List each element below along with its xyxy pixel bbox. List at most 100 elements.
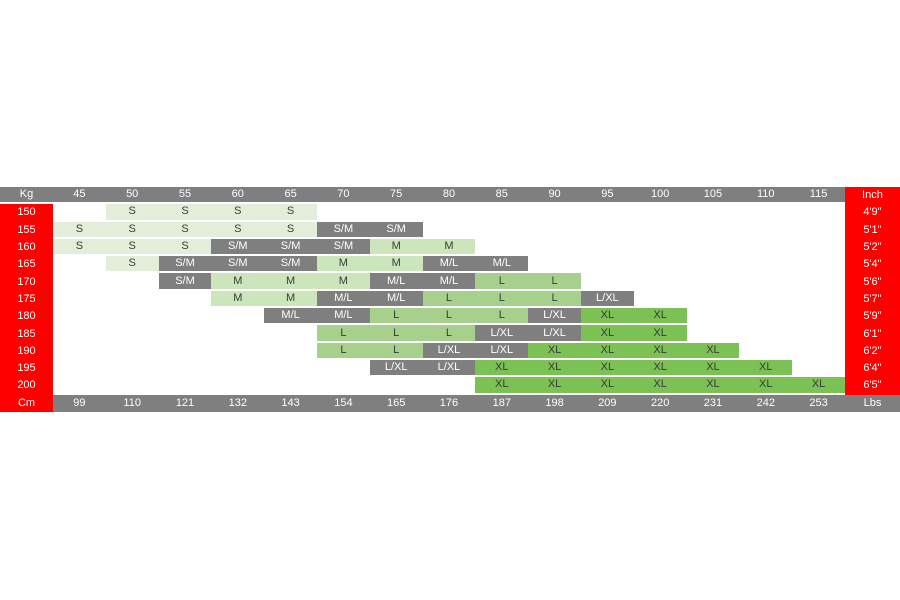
empty-cell: [475, 204, 529, 222]
footer-row: Cm 99 110 121 132 143 154 165 176 187 198 209 220 231…: [0, 394, 900, 412]
size-cell: L/XL: [475, 342, 529, 360]
header-weight-kg-55: 55: [158, 187, 212, 205]
empty-cell: [53, 256, 106, 274]
body-row-185: 185 L L L L/XL L/XL XL XL 6'1": [0, 325, 900, 343]
header-inch-label: Inch: [844, 187, 900, 205]
footer-weight-lbs-198: 198: [528, 394, 581, 412]
empty-cell: [211, 359, 265, 378]
size-cell: XL: [580, 359, 634, 378]
empty-cell: [686, 238, 740, 257]
empty-cell: [264, 342, 317, 360]
body-row-155: 155 S S S S S S/M S/M 5'1": [0, 221, 900, 239]
empty-cell: [158, 377, 212, 395]
empty-cell: [105, 290, 159, 309]
footer-lbs-label: Lbs: [844, 394, 900, 412]
size-cell: S/M: [369, 221, 423, 239]
empty-cell: [158, 359, 212, 378]
empty-cell: [633, 256, 687, 274]
header-weight-kg-95: 95: [580, 187, 634, 205]
row-header-inch: 5'7": [844, 290, 900, 309]
empty-cell: [105, 359, 159, 378]
header-weight-kg-50: 50: [105, 187, 159, 205]
size-cell: M/L: [369, 290, 423, 309]
row-header-kg-175: 175: [0, 290, 53, 309]
size-cell: XL: [633, 359, 687, 378]
header-weight-kg-90: 90: [528, 187, 581, 205]
size-cell: XL: [528, 342, 581, 360]
footer-weight-lbs-110: 110: [105, 394, 159, 412]
empty-cell: [739, 342, 793, 360]
size-cell: M: [264, 290, 317, 309]
row-header-inch: 6'2": [844, 342, 900, 360]
empty-cell: [528, 238, 581, 257]
row-header-kg-155: 155: [0, 221, 53, 239]
row-header-inch: 6'1": [844, 325, 900, 343]
empty-cell: [739, 204, 793, 222]
header-weight-kg-105: 105: [686, 187, 740, 205]
size-cell: XL: [686, 342, 740, 360]
size-cell: S/M: [316, 221, 370, 239]
empty-cell: [316, 359, 370, 378]
row-header-kg-160: 160: [0, 238, 53, 257]
empty-cell: [422, 204, 476, 222]
empty-cell: [633, 273, 687, 291]
empty-cell: [369, 377, 423, 395]
empty-cell: [580, 256, 634, 274]
size-cell: S/M: [158, 273, 212, 291]
size-cell: S: [105, 221, 159, 239]
header-weight-kg-80: 80: [422, 187, 476, 205]
size-cell: S: [105, 256, 159, 274]
size-cell: L: [316, 342, 370, 360]
row-header-inch: 5'6": [844, 273, 900, 291]
body-row-170: 170 S/M M M M M/L M/L L L 5'6": [0, 273, 900, 291]
footer-weight-lbs-187: 187: [475, 394, 529, 412]
row-header-inch: 5'9": [844, 308, 900, 326]
size-cell: M/L: [422, 273, 476, 291]
row-header-kg-195: 195: [0, 359, 53, 378]
size-cell: L: [475, 308, 529, 326]
size-cell: XL: [739, 359, 793, 378]
empty-cell: [739, 273, 793, 291]
row-header-inch: 4'9": [844, 204, 900, 222]
size-cell: S: [211, 221, 265, 239]
empty-cell: [792, 325, 845, 343]
size-cell: L/XL: [580, 290, 634, 309]
size-cell: M/L: [369, 273, 423, 291]
size-cell: M: [211, 273, 265, 291]
body-row-180: 180 M/L M/L L L L L/XL XL XL 5'9": [0, 308, 900, 326]
empty-cell: [264, 325, 317, 343]
size-cell: S: [105, 238, 159, 257]
body-row-195: 195 L/XL L/XL XL XL XL XL XL XL 6'4": [0, 359, 900, 378]
size-cell: S: [211, 204, 265, 222]
empty-cell: [739, 238, 793, 257]
row-header-kg-200: 200: [0, 377, 53, 395]
body-row-150: 150 S S S S 4'9": [0, 204, 900, 222]
row-header-kg-170: 170: [0, 273, 53, 291]
size-cell: L/XL: [369, 359, 423, 378]
footer-weight-lbs-165: 165: [369, 394, 423, 412]
size-cell: XL: [475, 359, 529, 378]
empty-cell: [792, 238, 845, 257]
size-cell: S/M: [211, 256, 265, 274]
footer-weight-lbs-99: 99: [53, 394, 106, 412]
header-kg-label: Kg: [0, 187, 53, 205]
row-header-inch: 6'5": [844, 377, 900, 395]
empty-cell: [105, 273, 159, 291]
body-row-175: 175 M M M/L M/L L L L L/XL 5'7": [0, 290, 900, 309]
size-cell: XL: [633, 308, 687, 326]
row-header-kg-150: 150: [0, 204, 53, 222]
row-header-inch: 5'2": [844, 238, 900, 257]
empty-cell: [53, 290, 106, 309]
size-cell: L/XL: [528, 308, 581, 326]
size-cell: M: [211, 290, 265, 309]
empty-cell: [686, 290, 740, 309]
size-cell: XL: [633, 325, 687, 343]
size-cell: L: [369, 342, 423, 360]
size-cell: M/L: [316, 308, 370, 326]
empty-cell: [105, 325, 159, 343]
size-cell: L: [528, 290, 581, 309]
size-cell: XL: [475, 377, 529, 395]
empty-cell: [53, 359, 106, 378]
size-cell: M: [369, 256, 423, 274]
